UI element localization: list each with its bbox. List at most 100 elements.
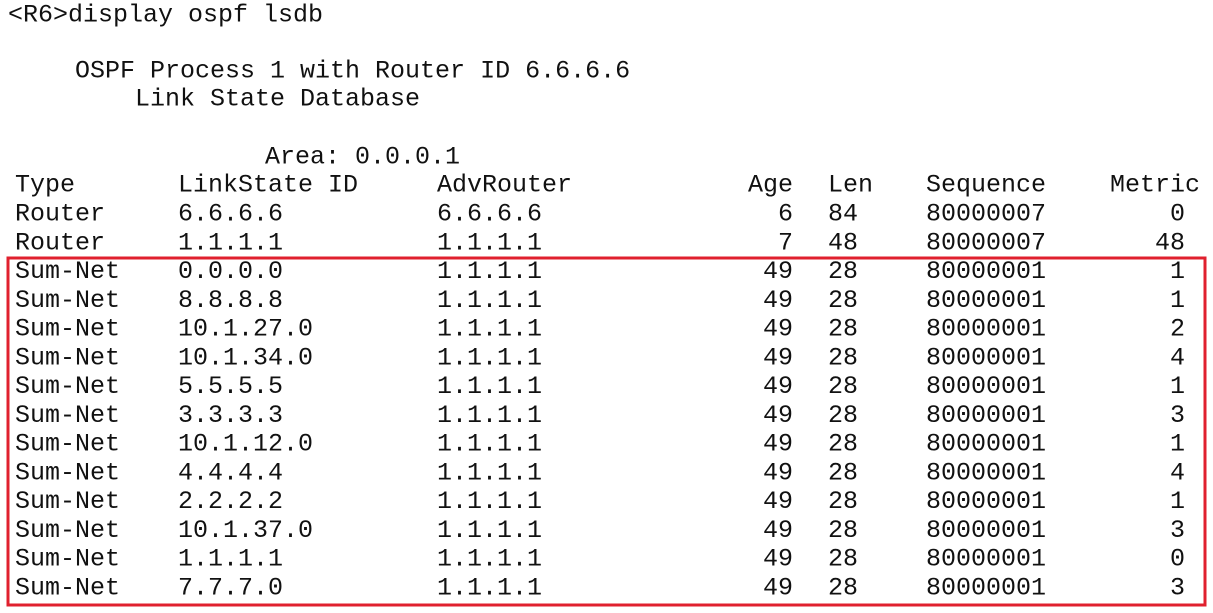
metric-cell: 4 bbox=[1170, 343, 1185, 372]
metric-cell: 1 bbox=[1170, 487, 1185, 516]
type-cell: Sum-Net bbox=[15, 372, 120, 401]
type-cell: Sum-Net bbox=[15, 315, 120, 344]
db-title: Link State Database bbox=[135, 85, 420, 114]
sequence-cell: 80000001 bbox=[926, 487, 1046, 516]
len-cell: 28 bbox=[828, 286, 858, 315]
adv-router-cell: 6.6.6.6 bbox=[437, 200, 542, 229]
linkstate-id-cell: 3.3.3.3 bbox=[178, 401, 283, 430]
linkstate-id-cell: 6.6.6.6 bbox=[178, 200, 283, 229]
sequence-cell: 80000007 bbox=[926, 228, 1046, 257]
metric-cell: 48 bbox=[1155, 228, 1185, 257]
len-cell: 28 bbox=[828, 487, 858, 516]
age-cell: 49 bbox=[763, 315, 793, 344]
column-header: Len bbox=[828, 171, 873, 200]
type-cell: Sum-Net bbox=[15, 401, 120, 430]
linkstate-id-cell: 10.1.37.0 bbox=[178, 516, 313, 545]
age-cell: 49 bbox=[763, 372, 793, 401]
age-cell: 49 bbox=[763, 458, 793, 487]
type-cell: Router bbox=[15, 228, 105, 257]
sequence-cell: 80000001 bbox=[926, 372, 1046, 401]
type-cell: Sum-Net bbox=[15, 487, 120, 516]
len-cell: 28 bbox=[828, 516, 858, 545]
linkstate-id-cell: 8.8.8.8 bbox=[178, 286, 283, 315]
linkstate-id-cell: 1.1.1.1 bbox=[178, 228, 283, 257]
type-cell: Sum-Net bbox=[15, 286, 120, 315]
metric-cell: 3 bbox=[1170, 516, 1185, 545]
metric-cell: 4 bbox=[1170, 458, 1185, 487]
metric-cell: 1 bbox=[1170, 286, 1185, 315]
column-header: Sequence bbox=[926, 171, 1046, 200]
age-cell: 49 bbox=[763, 401, 793, 430]
type-cell: Router bbox=[15, 200, 105, 229]
linkstate-id-cell: 10.1.12.0 bbox=[178, 430, 313, 459]
linkstate-id-cell: 7.7.7.0 bbox=[178, 573, 283, 602]
age-cell: 49 bbox=[763, 487, 793, 516]
age-cell: 49 bbox=[763, 257, 793, 286]
type-cell: Sum-Net bbox=[15, 343, 120, 372]
len-cell: 28 bbox=[828, 573, 858, 602]
adv-router-cell: 1.1.1.1 bbox=[437, 545, 542, 574]
linkstate-id-cell: 10.1.27.0 bbox=[178, 315, 313, 344]
sequence-cell: 80000001 bbox=[926, 286, 1046, 315]
type-cell: Sum-Net bbox=[15, 516, 120, 545]
age-cell: 49 bbox=[763, 343, 793, 372]
adv-router-cell: 1.1.1.1 bbox=[437, 401, 542, 430]
type-cell: Sum-Net bbox=[15, 430, 120, 459]
adv-router-cell: 1.1.1.1 bbox=[437, 315, 542, 344]
metric-cell: 0 bbox=[1170, 200, 1185, 229]
sequence-cell: 80000001 bbox=[926, 458, 1046, 487]
age-cell: 49 bbox=[763, 516, 793, 545]
sequence-cell: 80000001 bbox=[926, 401, 1046, 430]
adv-router-cell: 1.1.1.1 bbox=[437, 516, 542, 545]
linkstate-id-cell: 10.1.34.0 bbox=[178, 343, 313, 372]
age-cell: 7 bbox=[778, 228, 793, 257]
len-cell: 28 bbox=[828, 401, 858, 430]
sequence-cell: 80000001 bbox=[926, 573, 1046, 602]
age-cell: 6 bbox=[778, 200, 793, 229]
metric-cell: 1 bbox=[1170, 372, 1185, 401]
linkstate-id-cell: 0.0.0.0 bbox=[178, 257, 283, 286]
column-header: Type bbox=[15, 171, 75, 200]
len-cell: 84 bbox=[828, 200, 858, 229]
len-cell: 48 bbox=[828, 228, 858, 257]
column-header: Age bbox=[748, 171, 793, 200]
len-cell: 28 bbox=[828, 545, 858, 574]
type-cell: Sum-Net bbox=[15, 458, 120, 487]
sequence-cell: 80000001 bbox=[926, 257, 1046, 286]
linkstate-id-cell: 1.1.1.1 bbox=[178, 545, 283, 574]
len-cell: 28 bbox=[828, 458, 858, 487]
highlight-box bbox=[6, 256, 1207, 607]
len-cell: 28 bbox=[828, 315, 858, 344]
sequence-cell: 80000001 bbox=[926, 315, 1046, 344]
adv-router-cell: 1.1.1.1 bbox=[437, 487, 542, 516]
adv-router-cell: 1.1.1.1 bbox=[437, 286, 542, 315]
metric-cell: 3 bbox=[1170, 401, 1185, 430]
linkstate-id-cell: 2.2.2.2 bbox=[178, 487, 283, 516]
adv-router-cell: 1.1.1.1 bbox=[437, 372, 542, 401]
metric-cell: 3 bbox=[1170, 573, 1185, 602]
column-header: AdvRouter bbox=[437, 171, 572, 200]
age-cell: 49 bbox=[763, 545, 793, 574]
adv-router-cell: 1.1.1.1 bbox=[437, 430, 542, 459]
area-line: Area: 0.0.0.1 bbox=[265, 143, 460, 172]
adv-router-cell: 1.1.1.1 bbox=[437, 228, 542, 257]
age-cell: 49 bbox=[763, 573, 793, 602]
adv-router-cell: 1.1.1.1 bbox=[437, 343, 542, 372]
metric-cell: 2 bbox=[1170, 315, 1185, 344]
type-cell: Sum-Net bbox=[15, 257, 120, 286]
sequence-cell: 80000001 bbox=[926, 430, 1046, 459]
len-cell: 28 bbox=[828, 257, 858, 286]
adv-router-cell: 1.1.1.1 bbox=[437, 458, 542, 487]
type-cell: Sum-Net bbox=[15, 545, 120, 574]
linkstate-id-cell: 4.4.4.4 bbox=[178, 458, 283, 487]
adv-router-cell: 1.1.1.1 bbox=[437, 257, 542, 286]
len-cell: 28 bbox=[828, 343, 858, 372]
sequence-cell: 80000001 bbox=[926, 545, 1046, 574]
len-cell: 28 bbox=[828, 430, 858, 459]
process-line: OSPF Process 1 with Router ID 6.6.6.6 bbox=[75, 57, 630, 86]
column-header: Metric bbox=[1110, 171, 1200, 200]
column-header: LinkState ID bbox=[178, 171, 358, 200]
adv-router-cell: 1.1.1.1 bbox=[437, 573, 542, 602]
command: <R6>display ospf lsdb bbox=[8, 1, 323, 30]
